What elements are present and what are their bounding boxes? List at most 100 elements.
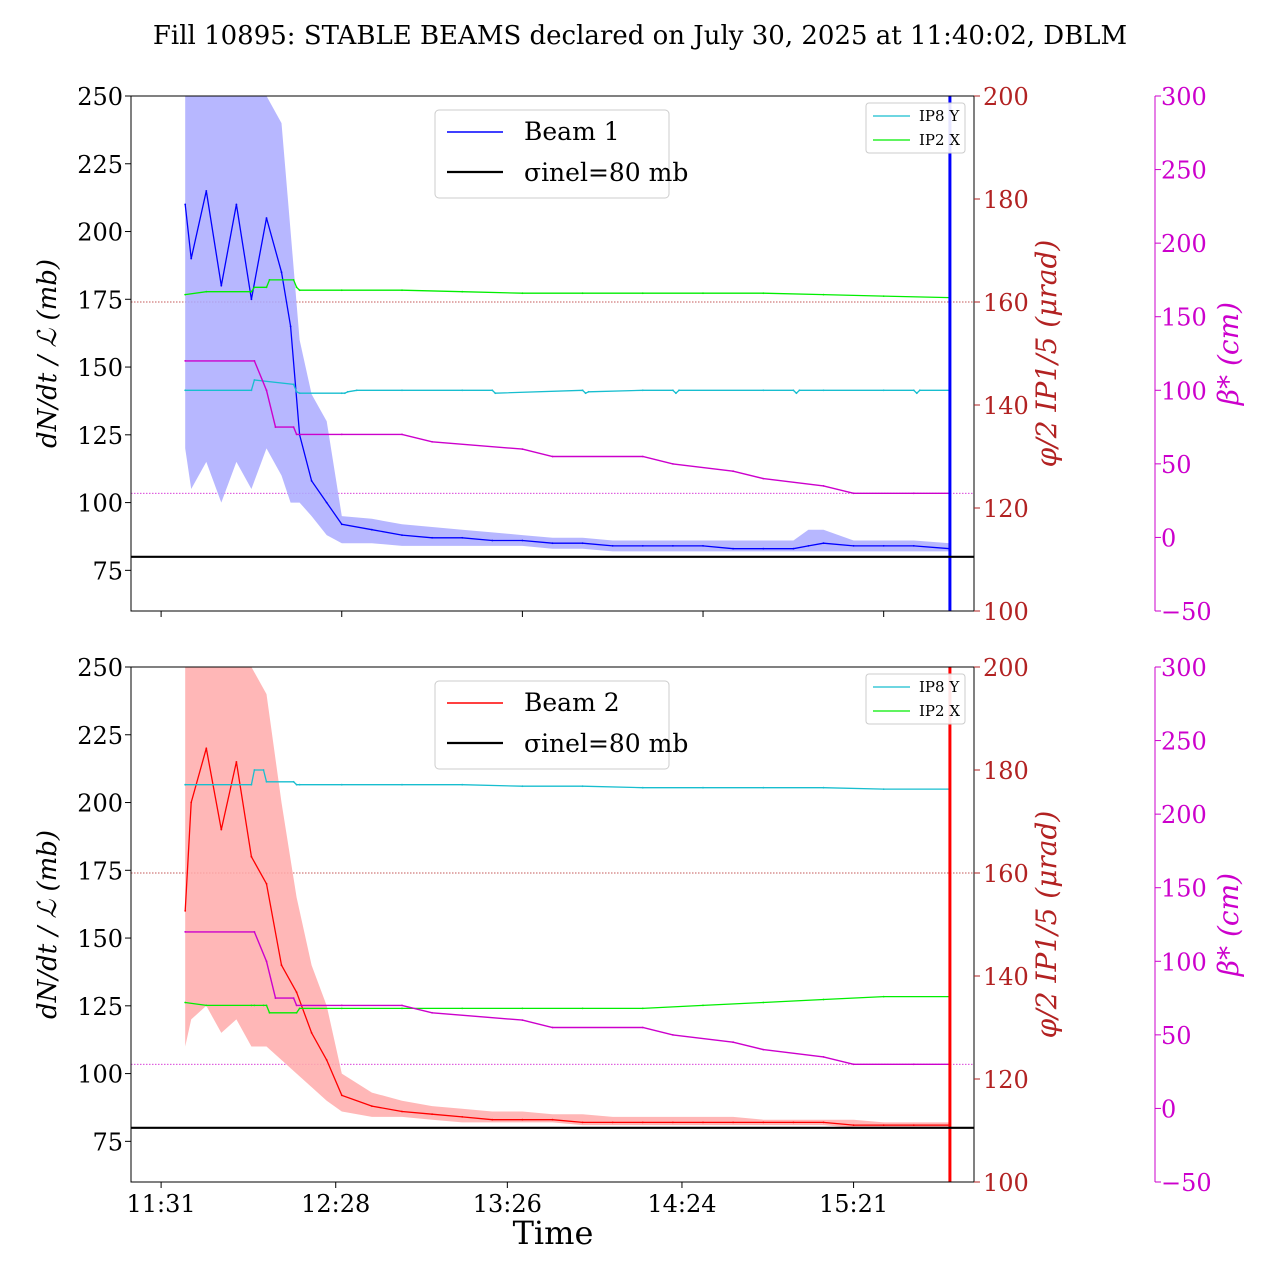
series-0-point	[762, 1121, 765, 1124]
y-tick-label: 75	[92, 1128, 123, 1156]
series-0-point	[521, 1118, 524, 1121]
series-2-point	[521, 292, 524, 295]
series-3-point	[852, 492, 855, 495]
y3-axis-label: β* (cm)	[1212, 302, 1245, 406]
series-line-0	[184, 748, 950, 1126]
series-0-point	[822, 1121, 825, 1124]
legend-sigma-label: σinel=80 mb	[524, 729, 688, 758]
legend-beam-label: Beam 2	[524, 688, 620, 717]
series-2-point	[205, 1004, 208, 1007]
series-1-point	[918, 389, 921, 392]
series-0-point	[184, 203, 187, 206]
series-3-point	[274, 997, 277, 999]
series-1-point	[298, 783, 301, 786]
series-0-point	[190, 257, 193, 260]
series-3-point	[401, 1004, 403, 1007]
y-axis-label: dN/dt / ℒ (mb)	[33, 259, 63, 448]
series-1-point	[822, 389, 825, 392]
series-0-point	[340, 1094, 343, 1097]
series-1-point	[798, 389, 801, 392]
series-0-point	[205, 190, 208, 192]
legend-main: Beam 1 σinel=80 mb	[434, 109, 688, 199]
series-0-point	[852, 1124, 855, 1126]
y3-tick-label: 250	[1161, 728, 1207, 756]
series-2-point	[184, 1001, 187, 1004]
y-tick-label: 100	[77, 1061, 123, 1089]
series-0-point	[491, 539, 494, 542]
series-0-point	[732, 547, 734, 550]
series-1-point	[672, 389, 674, 392]
y3-tick-label: −50	[1161, 1169, 1212, 1197]
series-2-point	[184, 293, 187, 296]
series-2-point	[641, 292, 644, 295]
series-0-point	[371, 1105, 373, 1107]
y3-tick-label: 300	[1161, 83, 1207, 111]
series-3-point	[340, 1004, 343, 1007]
series-0-point	[852, 545, 855, 547]
series-0-point	[882, 1124, 885, 1126]
series-0-point	[581, 1121, 584, 1124]
series-3-point	[762, 477, 765, 480]
series-2-point	[340, 1007, 343, 1010]
plot-frame	[130, 666, 975, 1183]
series-3-point	[672, 463, 674, 465]
series-1-point	[882, 788, 885, 790]
series-0-point	[702, 545, 704, 547]
series-1-point	[184, 783, 187, 786]
series-0-point	[762, 547, 765, 550]
series-2-point	[295, 286, 298, 289]
series-0-point	[491, 1118, 494, 1121]
series-2-point	[822, 998, 825, 1001]
series-3-point	[292, 997, 295, 999]
series-1-point	[461, 783, 464, 786]
y2-tick-label: 100	[983, 598, 1029, 626]
series-0-point	[265, 882, 268, 885]
series-2-point	[205, 290, 208, 293]
series-2-point	[702, 1004, 704, 1007]
series-1-point	[702, 786, 704, 789]
series-0-point	[521, 539, 524, 542]
series-1-point	[295, 390, 298, 393]
series-0-point	[325, 1059, 328, 1061]
series-line-1	[185, 769, 950, 790]
y2-tick-label: 180	[983, 186, 1029, 214]
y3-axis-label: β* (cm)	[1212, 873, 1245, 977]
chart-title: Fill 10895: STABLE BEAMS declared on Jul…	[153, 21, 1127, 51]
y-tick-label: 250	[77, 654, 123, 682]
series-1-point	[581, 389, 584, 392]
series-1-point	[346, 390, 349, 393]
legend-ip: IP8 Y IP2 X	[865, 673, 966, 725]
y2-tick-label: 120	[983, 1066, 1029, 1094]
series-3-point	[431, 1011, 433, 1014]
series-0-point	[807, 545, 810, 547]
panel-beam2: 75 100 125 150 175 200 225 250 100 120 140 160 180 20…	[33, 654, 1245, 1218]
series-1-point	[292, 780, 295, 783]
series-1-point	[340, 783, 343, 786]
series-0-point	[280, 271, 283, 274]
series-2-point	[268, 279, 271, 281]
series-1-point	[584, 392, 587, 395]
y2-axis-label: φ/2 IP1/5 (μrad)	[1030, 811, 1063, 1039]
series-0-point	[280, 964, 283, 967]
series-2-point	[581, 1007, 584, 1010]
series-3-point	[401, 433, 403, 436]
series-3-point	[732, 470, 734, 473]
series-2-point	[882, 995, 885, 998]
y3-tick-label: 200	[1161, 801, 1207, 829]
series-0-point	[792, 1121, 795, 1124]
series-0-point	[822, 542, 825, 545]
series-1-point	[675, 392, 677, 395]
series-2-point	[265, 1004, 268, 1007]
legend-ip8y-label: IP8 Y	[919, 107, 960, 125]
series-0-point	[295, 991, 298, 994]
series-2-point	[702, 292, 704, 295]
series-2-point	[268, 1011, 271, 1014]
series-2-point	[298, 1007, 301, 1010]
y3-tick-label: 200	[1161, 230, 1207, 258]
series-0-point	[611, 545, 614, 547]
y3-tick-label: 300	[1161, 654, 1207, 682]
series-1-point	[340, 392, 343, 395]
series-0-point	[551, 542, 554, 545]
series-1-point	[762, 389, 765, 392]
series-0-point	[250, 855, 253, 858]
